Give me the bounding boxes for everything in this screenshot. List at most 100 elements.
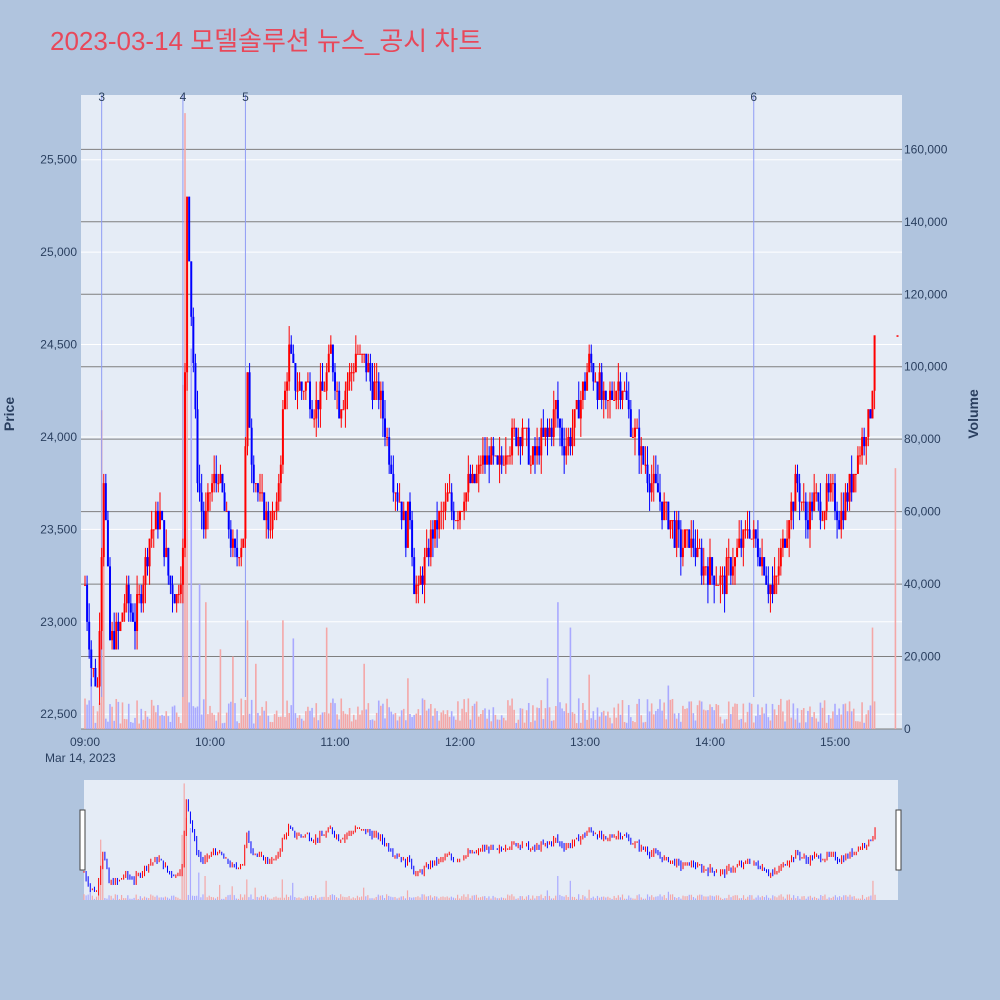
candle-body (265, 510, 268, 521)
candle-body (156, 510, 159, 530)
candle-body (417, 584, 420, 586)
volume-bar (515, 722, 518, 729)
slider-volume-bar (264, 894, 267, 900)
candle-body (396, 492, 399, 502)
slider-volume-bar (561, 896, 563, 900)
slider-volume-bar (682, 895, 684, 900)
slider-volume-bar (642, 898, 644, 900)
candle-body (375, 381, 378, 383)
candle-body (669, 520, 672, 530)
candle-body (804, 501, 807, 521)
slider-volume-bar (563, 896, 565, 900)
candle-body (473, 473, 476, 484)
volume-bar (638, 698, 640, 729)
volume-bar (271, 722, 274, 729)
range-slider[interactable] (79, 780, 902, 900)
slider-volume-bar (546, 890, 548, 900)
slider-volume-bar (175, 896, 177, 900)
volume-bar (836, 714, 838, 729)
slider-volume-bar (198, 872, 200, 900)
slider-volume-bar (559, 894, 561, 900)
candle-body (163, 520, 166, 558)
volume-bar (436, 711, 438, 729)
volume-bar (363, 663, 365, 729)
range-slider-right-handle[interactable] (895, 809, 902, 871)
candle-body (436, 520, 439, 530)
candle-body (550, 427, 553, 437)
slider-volume-bar (302, 898, 304, 900)
slider-volume-bar (206, 897, 208, 900)
slider-volume-bar (816, 897, 818, 900)
candle-body (527, 427, 530, 465)
candle-body (736, 547, 739, 558)
range-slider-left-handle[interactable] (79, 809, 86, 871)
slider-volume-bar (87, 894, 89, 900)
volume-bar (148, 718, 151, 729)
slider-volume-bar (772, 895, 774, 900)
slider-volume-bar (590, 897, 592, 900)
slider-volume-bar (751, 895, 753, 900)
slider-volume-bar (482, 896, 484, 900)
candle-body (325, 372, 328, 391)
slider-volume-bar (872, 880, 874, 900)
candle-body (588, 353, 591, 373)
volume-bar (671, 698, 674, 729)
main-plot-background (81, 95, 902, 729)
candle-body (817, 492, 820, 502)
slider-volume-bar (634, 898, 636, 900)
candle-body (546, 427, 549, 437)
slider-volume-bar (722, 898, 724, 900)
candle-body (367, 363, 370, 373)
volume-bar (427, 708, 430, 729)
candle-body (486, 455, 489, 465)
volume-bar (223, 722, 226, 729)
slider-volume-bar (707, 896, 709, 900)
volume-bar (367, 703, 370, 729)
slider-volume-bar (778, 895, 780, 900)
volume-bar (486, 718, 488, 729)
x-tick-labels: 09:00 10:00 11:00 12:00 13:00 14:00 15:00 (70, 735, 850, 749)
slider-volume-bar (381, 895, 384, 900)
candle-body (181, 547, 184, 585)
candle-body (111, 631, 114, 641)
slider-volume-bar (312, 897, 315, 900)
volume-bar (173, 705, 176, 729)
candle-body (150, 529, 153, 539)
volume-bar (811, 717, 813, 729)
candle-body (629, 409, 632, 437)
volume-bar (500, 715, 503, 729)
candle-body (202, 510, 205, 530)
volume-bar (596, 707, 599, 729)
candle-body (154, 510, 157, 530)
candle-body (806, 520, 809, 530)
volume-bar (88, 700, 90, 729)
volume-bar (382, 703, 384, 729)
slider-volume-bar (200, 897, 202, 900)
candle-body (334, 372, 336, 391)
x-tick-label: 11:00 (320, 735, 349, 749)
volume-bar (198, 584, 201, 729)
candle-body (525, 427, 528, 429)
slider-volume-bar (164, 896, 166, 900)
volume-bar (817, 721, 820, 729)
candle-body (744, 529, 747, 531)
volume-bar (298, 715, 301, 729)
volume-bar (859, 721, 861, 729)
volume-bar (677, 713, 680, 729)
volume-bar (598, 716, 601, 729)
slider-volume-bar (223, 898, 225, 900)
candle-body (96, 686, 99, 688)
slider-volume-bar (649, 896, 651, 900)
candle-body (831, 483, 834, 485)
volume-bar (607, 711, 609, 729)
volume-bar (348, 707, 351, 729)
volume-bar (213, 714, 215, 729)
volume-bar (542, 719, 545, 729)
slider-volume-bar (360, 896, 363, 900)
candle-body (721, 575, 724, 577)
candle-body (142, 584, 145, 604)
slider-volume-bar (233, 895, 235, 900)
x-tick-label: 12:00 (445, 735, 475, 749)
volume-bar (461, 708, 463, 729)
candle-body (467, 473, 470, 493)
